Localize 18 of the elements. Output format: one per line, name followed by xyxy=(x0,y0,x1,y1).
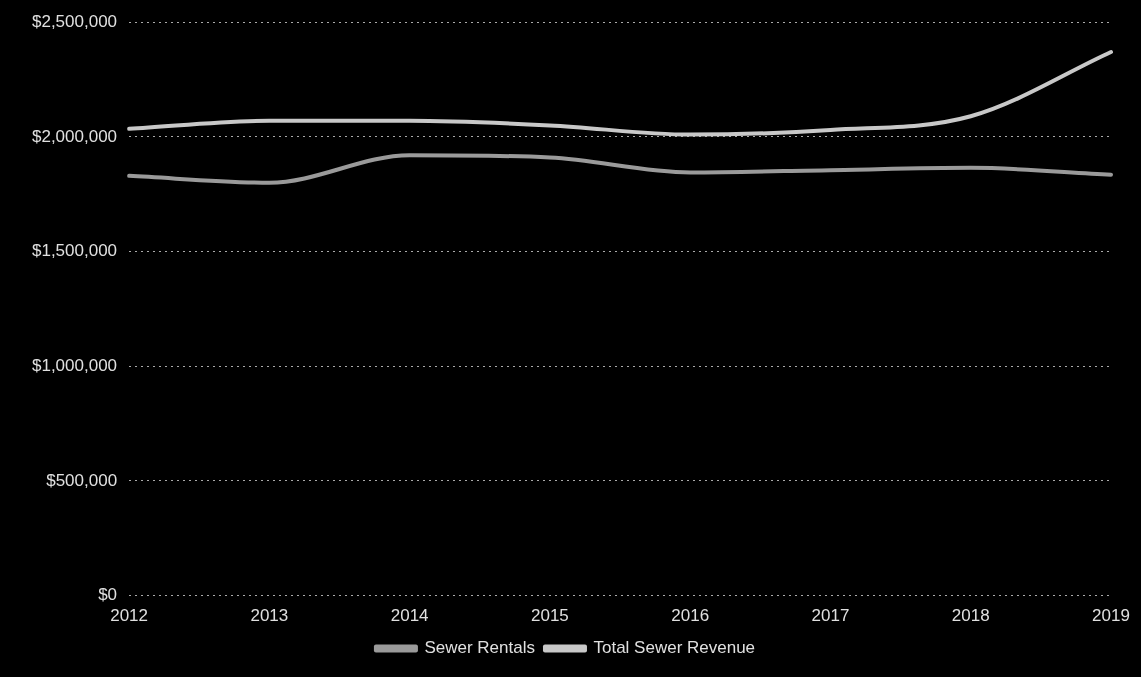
y-tick-label: $2,500,000 xyxy=(31,11,118,31)
x-tick-label: 2018 xyxy=(951,606,990,626)
y-tick-label: $2,000,000 xyxy=(31,126,118,146)
y-tick-label: $0 xyxy=(98,585,118,605)
legend-label: Sewer Rentals xyxy=(424,638,535,658)
line-series xyxy=(127,50,1113,137)
x-tick-label: 2017 xyxy=(811,606,850,626)
y-tick-label: $500,000 xyxy=(46,470,118,490)
x-tick-label: 2012 xyxy=(110,606,148,626)
x-tick-label: 2015 xyxy=(530,606,569,626)
y-tick-label: $1,000,000 xyxy=(31,355,118,375)
x-tick-label: 2016 xyxy=(671,606,710,626)
legend-label: Total Sewer Revenue xyxy=(593,638,756,658)
x-tick-label: 2013 xyxy=(250,606,289,626)
y-tick-label: $1,500,000 xyxy=(31,241,118,261)
x-tick-label: 2019 xyxy=(1092,606,1130,626)
line-series xyxy=(127,153,1113,185)
x-tick-label: 2014 xyxy=(390,606,429,626)
